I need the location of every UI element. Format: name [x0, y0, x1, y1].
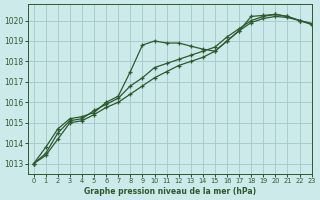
X-axis label: Graphe pression niveau de la mer (hPa): Graphe pression niveau de la mer (hPa): [84, 187, 256, 196]
